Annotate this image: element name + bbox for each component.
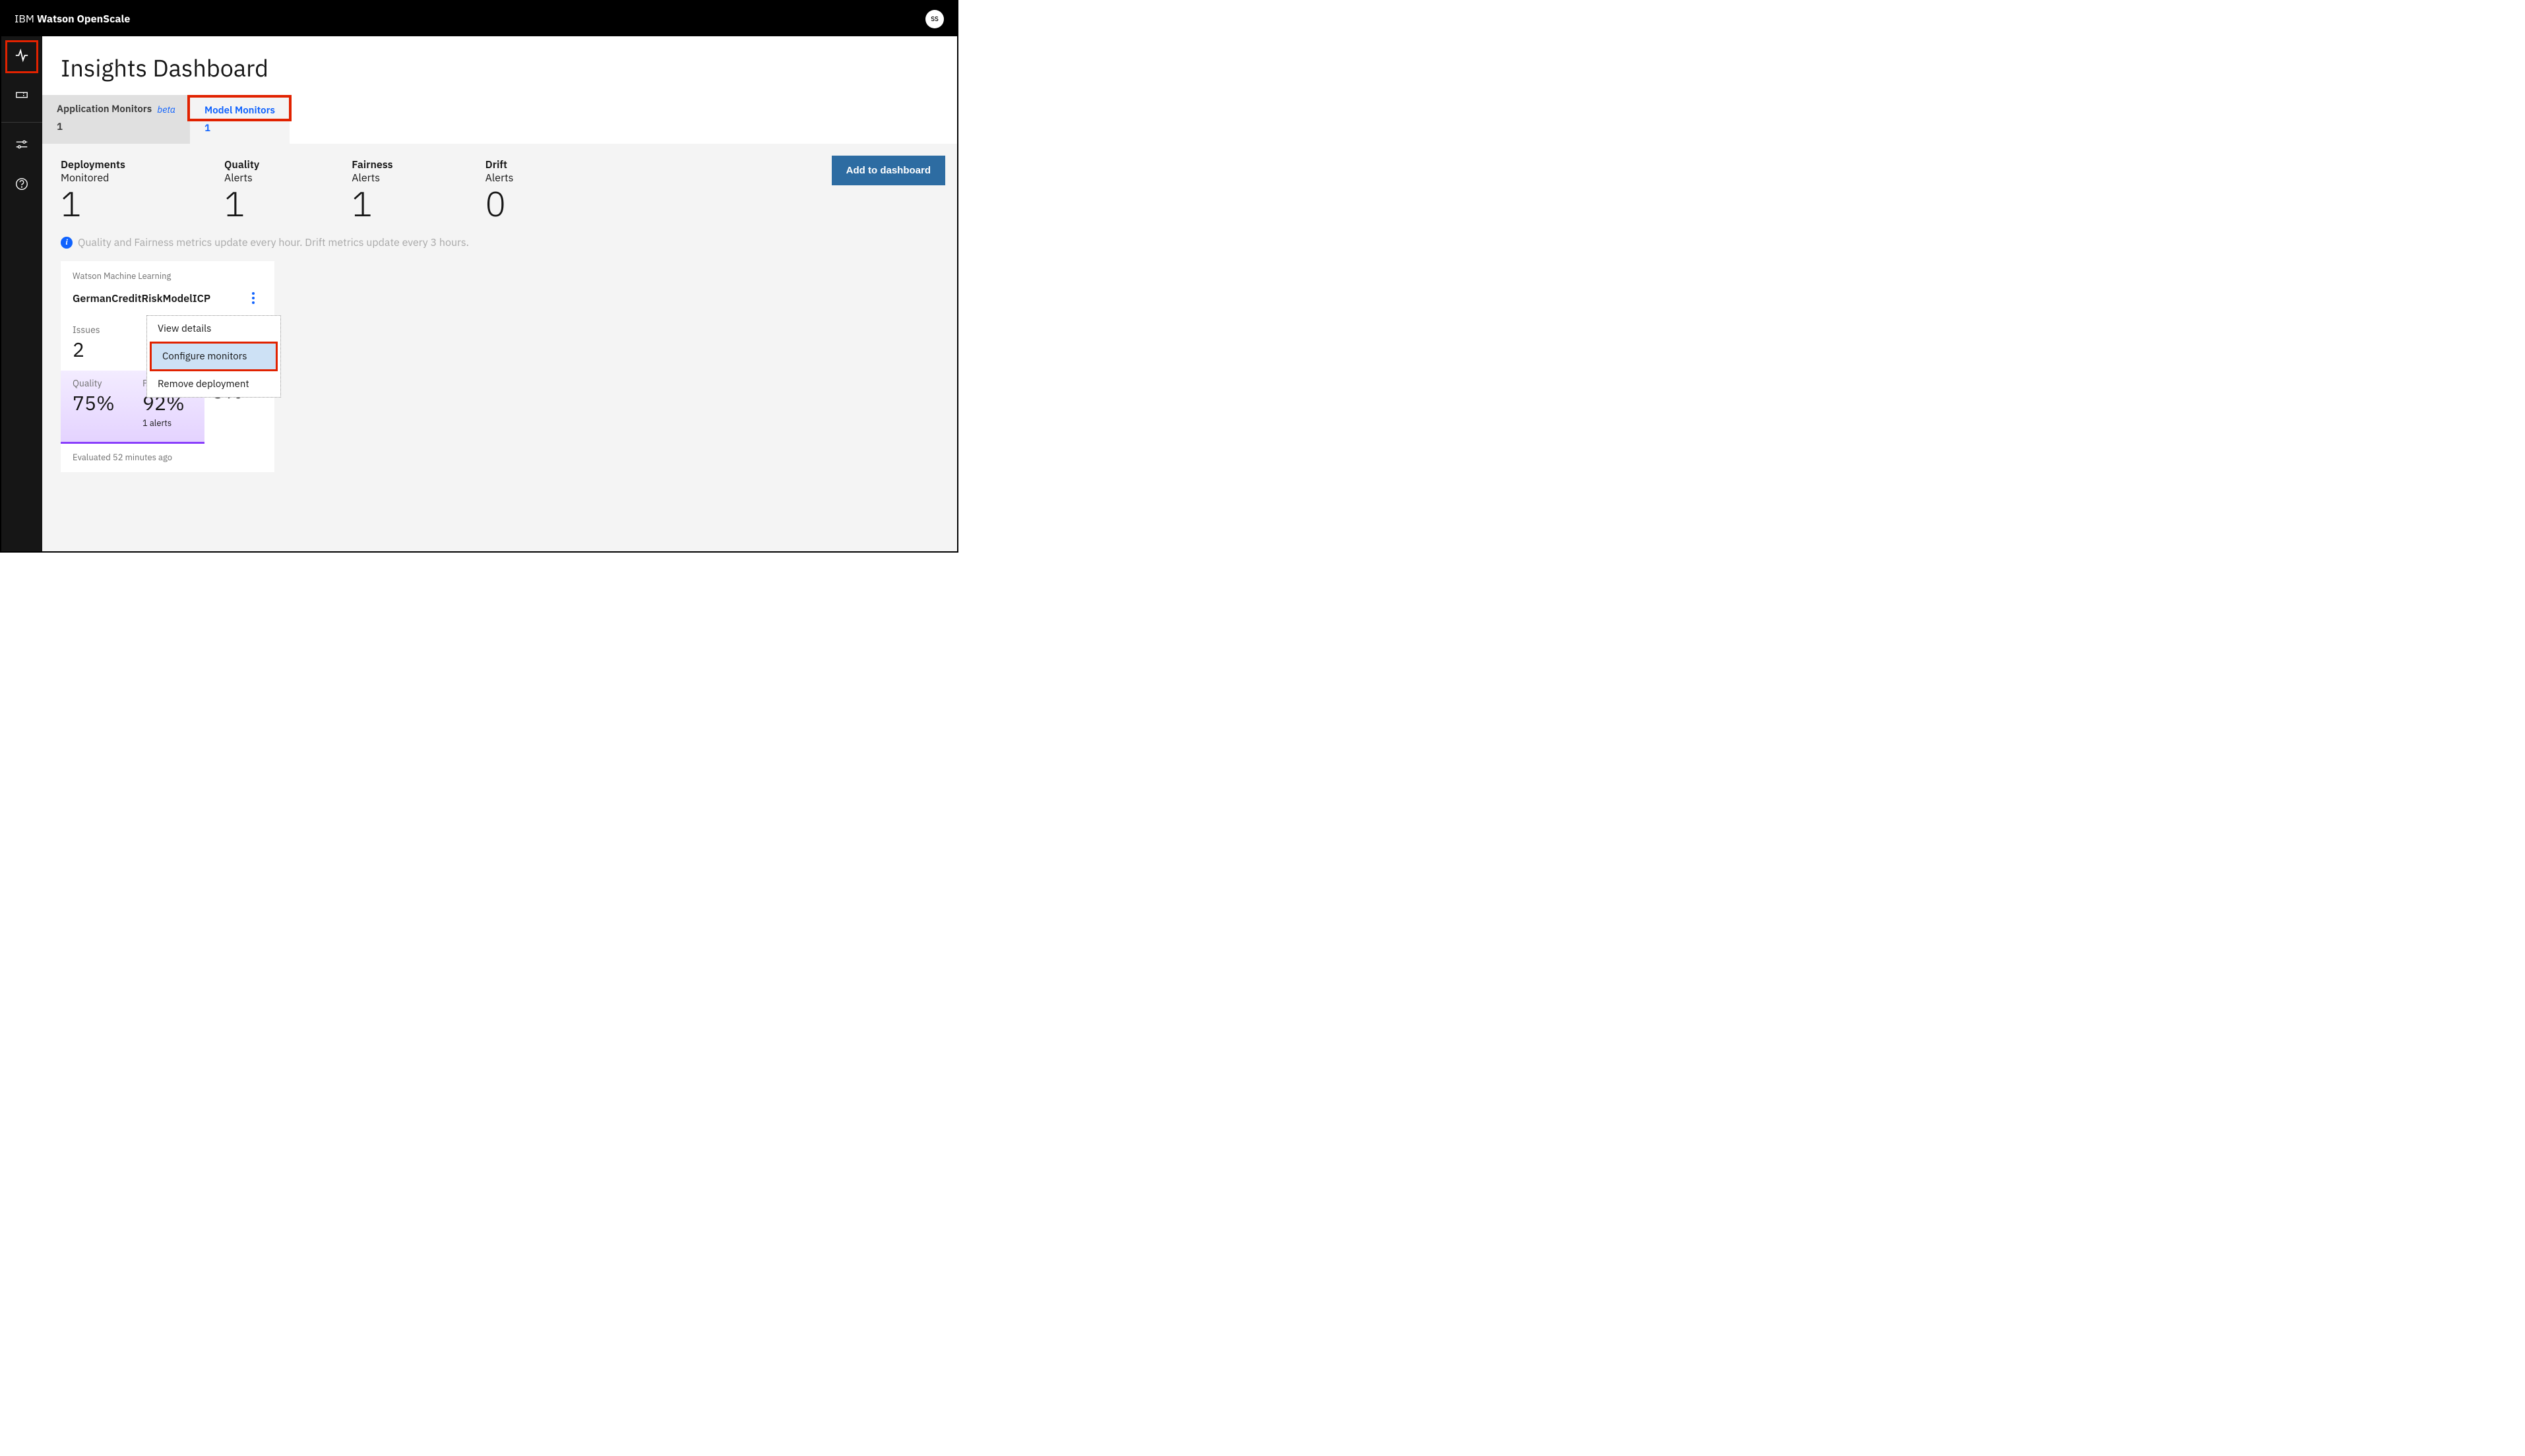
- stats-row: Deployments Monitored 1 Quality Alerts 1…: [61, 158, 939, 222]
- card-footer: Evaluated 52 minutes ago: [61, 444, 274, 472]
- stat-value: 1: [224, 187, 259, 222]
- page-title: Insights Dashboard: [42, 36, 957, 95]
- avatar[interactable]: SS: [925, 10, 944, 28]
- stat-quality: Quality Alerts 1: [224, 158, 259, 222]
- tab-count: 1: [204, 122, 275, 135]
- dropdown-item-view-details[interactable]: View details: [147, 316, 280, 342]
- tab-count: 1: [57, 121, 175, 133]
- tab-label: Application Monitors beta: [57, 103, 175, 115]
- tab-label: Model Monitors: [204, 104, 275, 117]
- stat-title: Drift: [485, 158, 514, 171]
- tab-application-monitors[interactable]: Application Monitors beta 1: [42, 95, 190, 144]
- top-bar: IBM Watson OpenScale SS: [1, 1, 957, 36]
- avatar-initials: SS: [931, 15, 939, 23]
- info-icon: i: [61, 237, 73, 249]
- stat-value: 1: [61, 187, 125, 222]
- activity-icon: [15, 48, 29, 66]
- app-container: IBM Watson OpenScale SS: [0, 0, 958, 553]
- beta-badge: beta: [157, 104, 175, 115]
- brand-product: Watson OpenScale: [37, 13, 131, 26]
- add-to-dashboard-button[interactable]: Add to dashboard: [832, 156, 945, 185]
- content-panel: Deployments Monitored 1 Quality Alerts 1…: [42, 144, 957, 551]
- sliders-icon: [15, 137, 29, 155]
- dropdown-item-configure-monitors[interactable]: Configure monitors: [150, 342, 278, 371]
- card-title: GermanCreditRiskModelICP: [73, 292, 210, 305]
- sidebar: [1, 36, 42, 551]
- metric-value: 75%: [73, 390, 127, 416]
- sidebar-divider: [1, 122, 42, 123]
- card-menu-button[interactable]: [244, 287, 263, 311]
- brand-prefix: IBM: [15, 13, 34, 26]
- card-title-row: GermanCreditRiskModelICP: [73, 287, 263, 311]
- stat-value: 1: [352, 187, 392, 222]
- tab-model-monitors[interactable]: Model Monitors 1: [190, 95, 290, 144]
- metric-alerts: 1 alerts: [142, 417, 197, 429]
- ticket-icon: [15, 88, 29, 106]
- stat-drift: Drift Alerts 0: [485, 158, 514, 222]
- help-icon: [15, 177, 29, 195]
- sidebar-item-tickets[interactable]: [5, 80, 38, 113]
- stat-title: Fairness: [352, 158, 392, 171]
- info-text: Quality and Fairness metrics update ever…: [78, 236, 469, 249]
- card-dropdown-menu: View details Configure monitors Remove d…: [146, 315, 281, 398]
- stat-value: 0: [485, 187, 514, 222]
- metric-quality: Quality 75%: [61, 371, 135, 444]
- card-header: Watson Machine Learning GermanCreditRisk…: [61, 261, 274, 317]
- main-content: Insights Dashboard Application Monitors …: [42, 36, 957, 551]
- sidebar-item-insights[interactable]: [5, 40, 38, 73]
- dropdown-item-remove-deployment[interactable]: Remove deployment: [147, 371, 280, 397]
- stat-title: Quality: [224, 158, 259, 171]
- card-source: Watson Machine Learning: [73, 270, 263, 282]
- stat-fairness: Fairness Alerts 1: [352, 158, 392, 222]
- body-area: Insights Dashboard Application Monitors …: [1, 36, 957, 551]
- kebab-icon: [252, 291, 255, 307]
- tabs: Application Monitors beta 1 Model Monito…: [42, 95, 957, 144]
- sidebar-item-settings[interactable]: [5, 129, 38, 162]
- metric-label: Quality: [73, 377, 127, 389]
- sidebar-item-help[interactable]: [5, 169, 38, 202]
- info-row: i Quality and Fairness metrics update ev…: [61, 236, 939, 249]
- stat-title: Deployments: [61, 158, 125, 171]
- brand: IBM Watson OpenScale: [15, 13, 130, 26]
- deployment-card[interactable]: Watson Machine Learning GermanCreditRisk…: [61, 261, 274, 472]
- stat-deployments: Deployments Monitored 1: [61, 158, 125, 222]
